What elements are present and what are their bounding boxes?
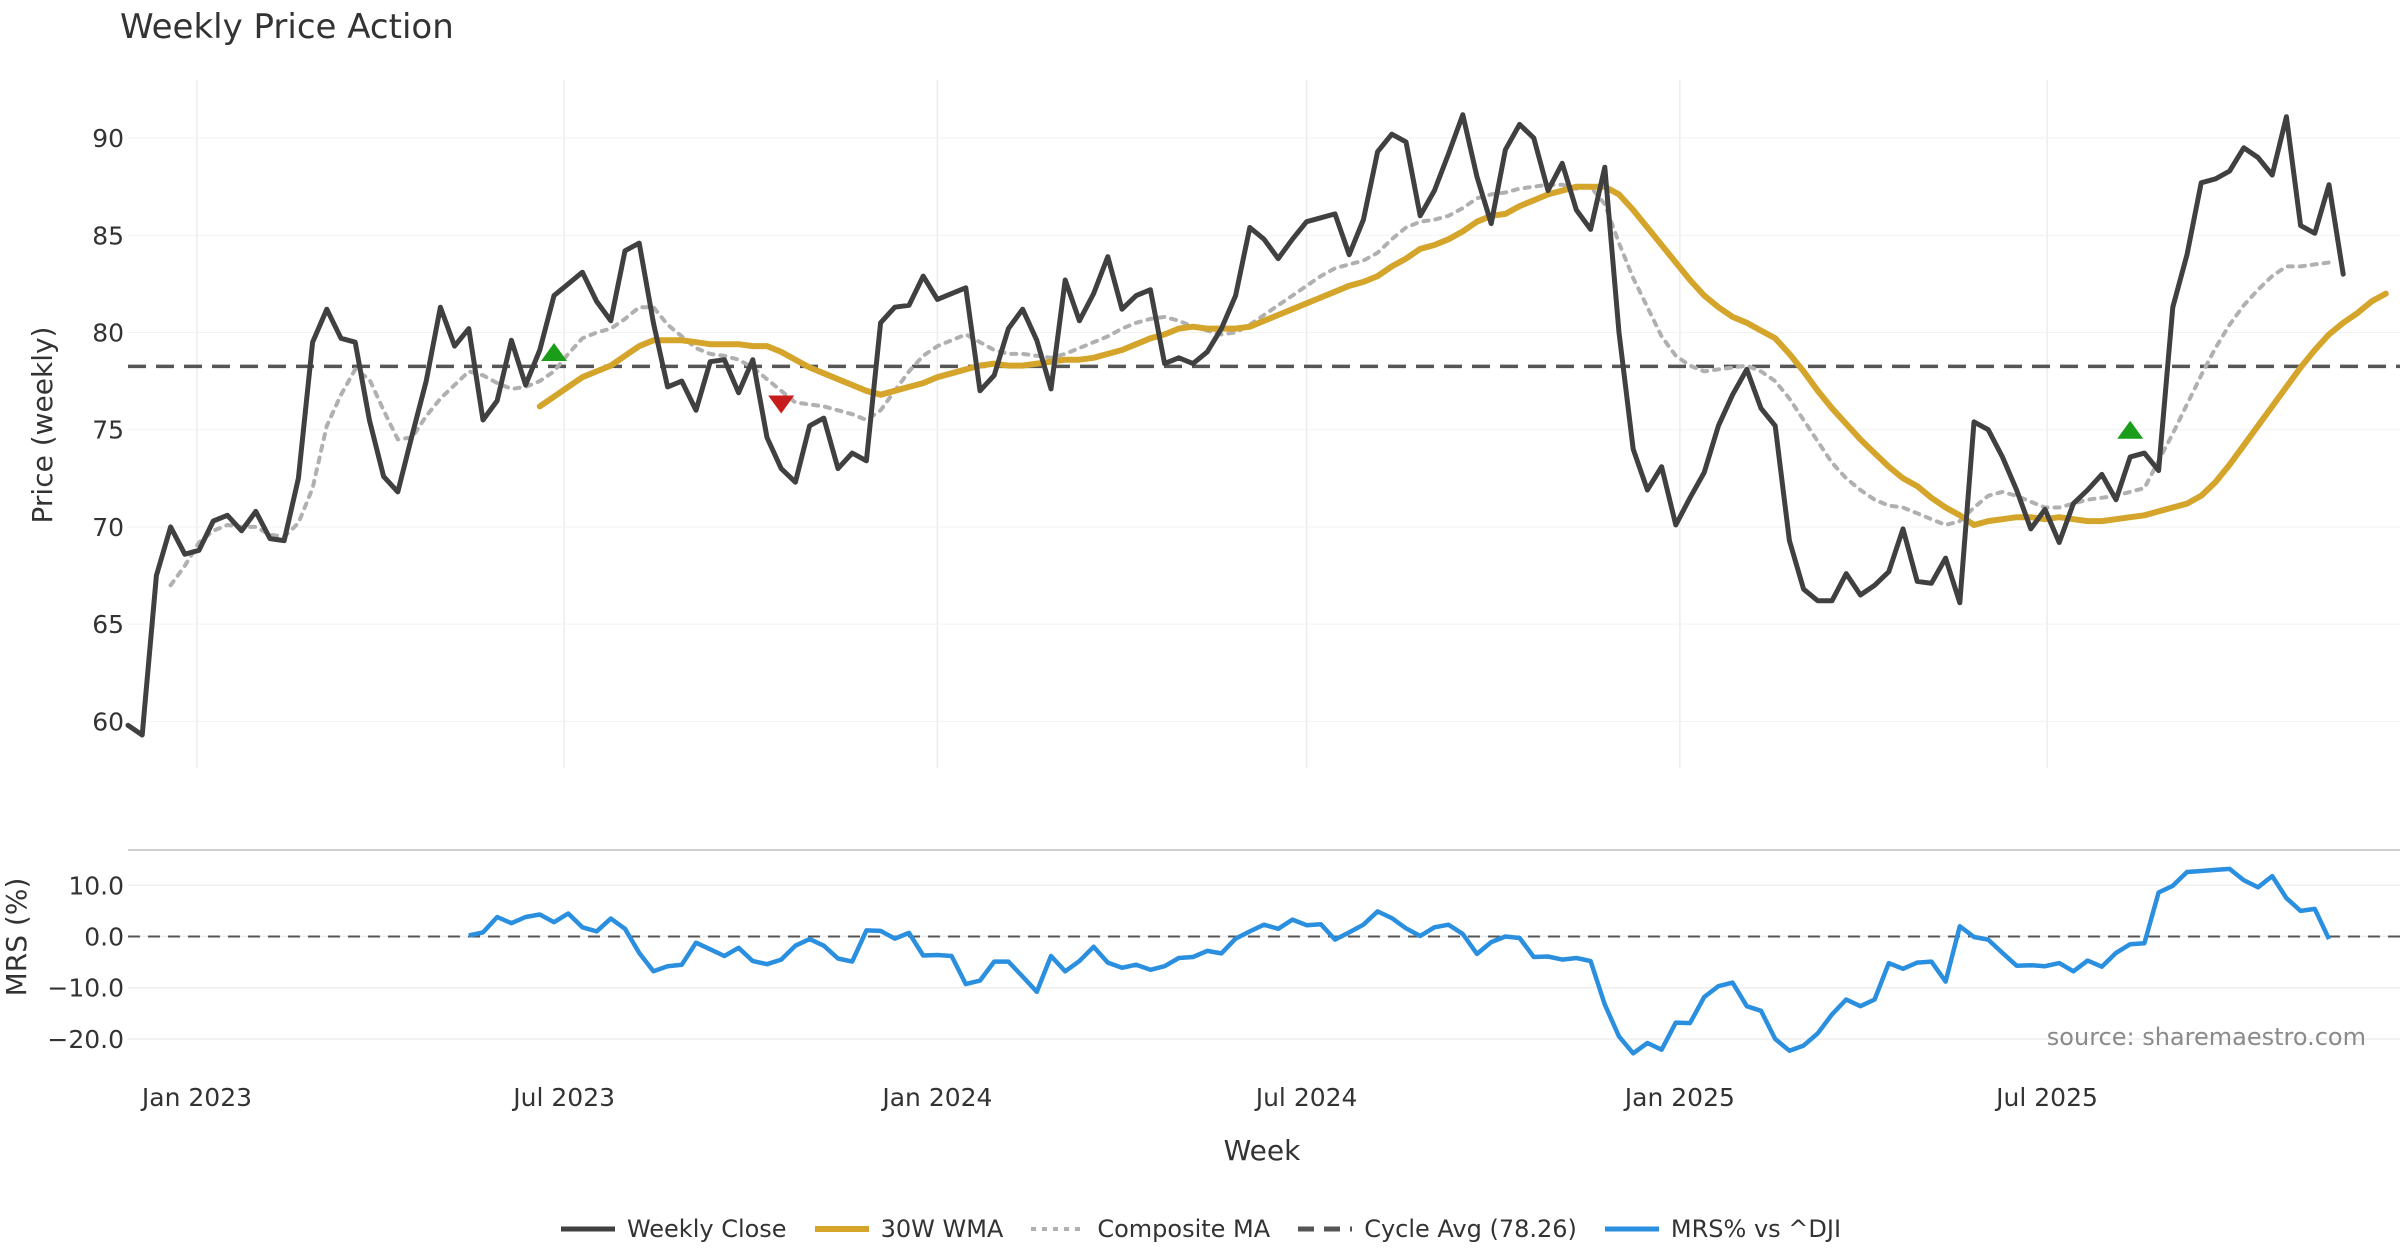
- x-tick-label: Jul 2025: [1994, 1083, 2098, 1112]
- price-y-tick-label: 80: [92, 319, 124, 348]
- buy-signal-marker: [2117, 420, 2144, 439]
- x-axis-label: Week: [1224, 1134, 1301, 1167]
- legend-item: MRS% vs ^DJI: [1603, 1215, 1841, 1243]
- legend-label: MRS% vs ^DJI: [1670, 1215, 1842, 1243]
- legend-item: Composite MA: [1029, 1215, 1270, 1243]
- x-axis: Jan 2023 Jul 2023 Jan 2024 Jul 2024 Jan 2025…: [140, 1083, 2098, 1112]
- legend-label: Weekly Close: [626, 1215, 787, 1243]
- sell-signal-marker: [768, 395, 795, 414]
- x-tick-label: Jul 2023: [511, 1083, 615, 1112]
- x-tick-label: Jul 2024: [1254, 1083, 1358, 1112]
- chart-legend: Weekly Close 30W WMA Composite MA Cycle Avg…: [0, 1212, 2400, 1246]
- legend-swatch: [1603, 1223, 1661, 1235]
- price-y-axis-label: Price (weekly): [26, 327, 59, 524]
- legend-swatch: [813, 1223, 871, 1235]
- wma-30w-line: [536, 183, 2389, 528]
- price-y-tick-label: 70: [92, 513, 124, 542]
- price-panel-grid: [128, 80, 2400, 768]
- price-y-tick-label: 65: [92, 610, 124, 639]
- legend-item: 30W WMA: [813, 1215, 1004, 1243]
- price-series-group: [125, 112, 2389, 738]
- mrs-y-axis: 10.0 0.0 −10.0 −20.0: [47, 871, 124, 1054]
- mrs-panel-grid: [128, 849, 2400, 1040]
- legend-swatch: [1296, 1223, 1354, 1235]
- composite-ma-line: [168, 182, 2331, 588]
- mrs-y-tick-label: −20.0: [47, 1025, 124, 1054]
- price-y-tick-label: 60: [92, 707, 124, 736]
- price-y-axis: 60 65 70 75 80 85 90: [92, 124, 124, 736]
- mrs-line: [468, 866, 2332, 1056]
- mrs-y-axis-label: MRS (%): [0, 878, 33, 997]
- price-y-tick-label: 75: [92, 416, 124, 445]
- x-tick-label: Jan 2025: [1623, 1083, 1735, 1112]
- mrs-y-tick-label: 0.0: [84, 923, 124, 952]
- price-y-tick-label: 85: [92, 221, 124, 250]
- weekly-close-line: [125, 112, 2346, 738]
- buy-signal-marker: [541, 342, 567, 361]
- mrs-series-group: [468, 866, 2332, 1056]
- source-note: source: sharemaestro.com: [2047, 1023, 2366, 1051]
- legend-item: Cycle Avg (78.26): [1296, 1215, 1577, 1243]
- chart-title: Weekly Price Action: [120, 7, 454, 47]
- mrs-y-tick-label: 10.0: [68, 871, 124, 900]
- legend-swatch: [559, 1223, 617, 1235]
- x-tick-label: Jan 2023: [140, 1083, 252, 1112]
- legend-swatch: [1029, 1223, 1087, 1235]
- legend-label: Cycle Avg (78.26): [1364, 1215, 1577, 1243]
- legend-label: 30W WMA: [880, 1215, 1004, 1243]
- x-tick-label: Jan 2024: [880, 1083, 992, 1112]
- mrs-y-tick-label: −10.0: [47, 974, 124, 1003]
- legend-item: Weekly Close: [559, 1215, 787, 1243]
- price-y-tick-label: 90: [92, 124, 124, 153]
- signal-markers: [541, 342, 2144, 439]
- legend-label: Composite MA: [1097, 1215, 1271, 1243]
